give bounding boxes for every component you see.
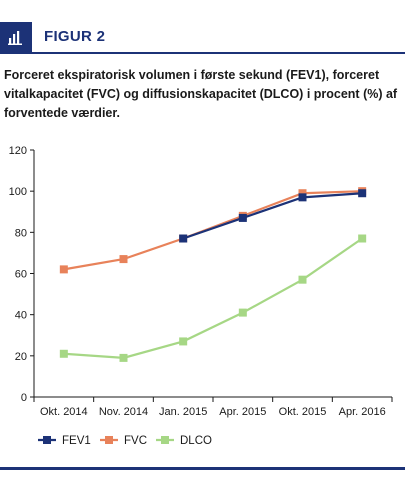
figure-title: FIGUR 2 bbox=[44, 28, 106, 45]
data-point-fev1 bbox=[298, 193, 307, 202]
data-point-dlco bbox=[119, 353, 128, 362]
legend-swatch-marker bbox=[161, 436, 169, 444]
legend-label: FVC bbox=[124, 435, 147, 447]
footer-divider bbox=[0, 467, 405, 470]
y-tick-label: 100 bbox=[9, 186, 27, 198]
series-line-fev1 bbox=[182, 192, 363, 240]
data-point-dlco bbox=[179, 337, 188, 346]
legend-label: FEV1 bbox=[62, 435, 91, 447]
series-line-dlco bbox=[63, 237, 363, 360]
x-tick-label: Nov. 2014 bbox=[99, 406, 148, 418]
y-tick-label: 80 bbox=[15, 227, 27, 239]
y-tick-label: 0 bbox=[21, 392, 27, 404]
y-tick-label: 120 bbox=[9, 145, 27, 157]
data-point-dlco bbox=[358, 234, 367, 243]
data-point-dlco bbox=[59, 349, 68, 358]
y-tick-label: 60 bbox=[15, 269, 27, 281]
legend-swatch-marker bbox=[43, 436, 51, 444]
x-tick-label: Okt. 2015 bbox=[279, 406, 327, 418]
data-point-dlco bbox=[238, 308, 247, 317]
line-chart: 0 20 40 60 80 100 120 Okt. 2014 Nov. 2014 Jan. 20… bbox=[9, 145, 393, 447]
data-point-fvc bbox=[298, 189, 307, 198]
data-point-dlco bbox=[298, 275, 307, 284]
data-point-fvc bbox=[119, 255, 128, 264]
figure-header: FIGUR 2 bbox=[0, 0, 405, 58]
legend-label: DLCO bbox=[180, 435, 212, 447]
figure-caption: Forceret ekspiratorisk volumen i første … bbox=[4, 68, 398, 120]
data-point-fev1 bbox=[238, 213, 247, 222]
y-tick-label: 20 bbox=[15, 351, 27, 363]
x-tick-label: Apr. 2016 bbox=[339, 406, 386, 418]
x-tick-label: Jan. 2015 bbox=[159, 406, 207, 418]
header-divider bbox=[0, 52, 405, 54]
series-line-fvc bbox=[63, 190, 363, 271]
legend-swatch-marker bbox=[105, 436, 113, 444]
x-tick-label: Apr. 2015 bbox=[219, 406, 266, 418]
data-point-fev1 bbox=[358, 189, 367, 198]
data-point-fev1 bbox=[179, 234, 188, 243]
data-point-fvc bbox=[59, 265, 68, 274]
y-tick-label: 40 bbox=[15, 310, 27, 322]
x-tick-label: Okt. 2014 bbox=[40, 406, 88, 418]
bar-chart-icon bbox=[0, 22, 32, 52]
